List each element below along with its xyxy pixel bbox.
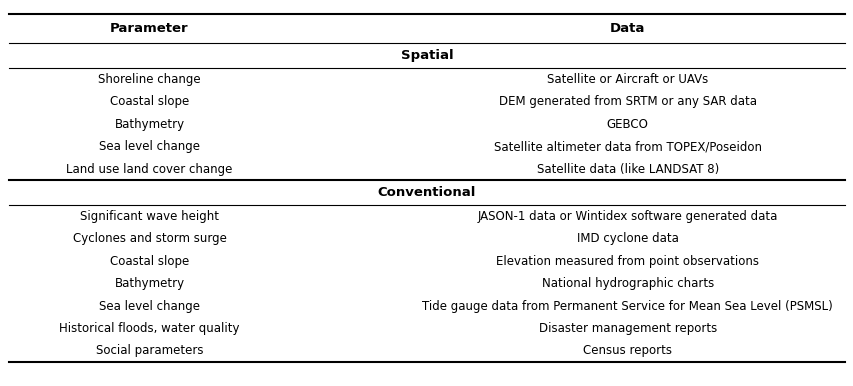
Text: Bathymetry: Bathymetry — [114, 118, 184, 131]
Text: IMD cyclone data: IMD cyclone data — [576, 232, 678, 245]
Text: Conventional: Conventional — [377, 186, 476, 199]
Text: Census reports: Census reports — [583, 344, 671, 357]
Text: Satellite altimeter data from TOPEX/Poseidon: Satellite altimeter data from TOPEX/Pose… — [493, 140, 761, 153]
Text: Data: Data — [609, 22, 645, 35]
Text: Social parameters: Social parameters — [96, 344, 203, 357]
Text: Sea level change: Sea level change — [99, 300, 200, 313]
Text: Disaster management reports: Disaster management reports — [538, 322, 716, 335]
Text: GEBCO: GEBCO — [606, 118, 648, 131]
Text: Parameter: Parameter — [110, 22, 189, 35]
Text: Shoreline change: Shoreline change — [98, 73, 200, 86]
Text: Elevation measured from point observations: Elevation measured from point observatio… — [496, 255, 758, 268]
Text: Spatial: Spatial — [400, 49, 453, 62]
Text: Coastal slope: Coastal slope — [110, 255, 189, 268]
Text: Bathymetry: Bathymetry — [114, 277, 184, 290]
Text: Tide gauge data from Permanent Service for Mean Sea Level (PSMSL): Tide gauge data from Permanent Service f… — [422, 300, 832, 313]
Text: National hydrographic charts: National hydrographic charts — [541, 277, 713, 290]
Text: Cyclones and storm surge: Cyclones and storm surge — [73, 232, 226, 245]
Text: Coastal slope: Coastal slope — [110, 95, 189, 108]
Text: Satellite data (like LANDSAT 8): Satellite data (like LANDSAT 8) — [536, 163, 718, 176]
Text: Satellite or Aircraft or UAVs: Satellite or Aircraft or UAVs — [547, 73, 707, 86]
Text: Sea level change: Sea level change — [99, 140, 200, 153]
Text: Significant wave height: Significant wave height — [80, 210, 218, 223]
Text: JASON-1 data or Wintidex software generated data: JASON-1 data or Wintidex software genera… — [477, 210, 777, 223]
Text: Land use land cover change: Land use land cover change — [67, 163, 232, 176]
Text: Historical floods, water quality: Historical floods, water quality — [59, 322, 240, 335]
Text: DEM generated from SRTM or any SAR data: DEM generated from SRTM or any SAR data — [498, 95, 756, 108]
